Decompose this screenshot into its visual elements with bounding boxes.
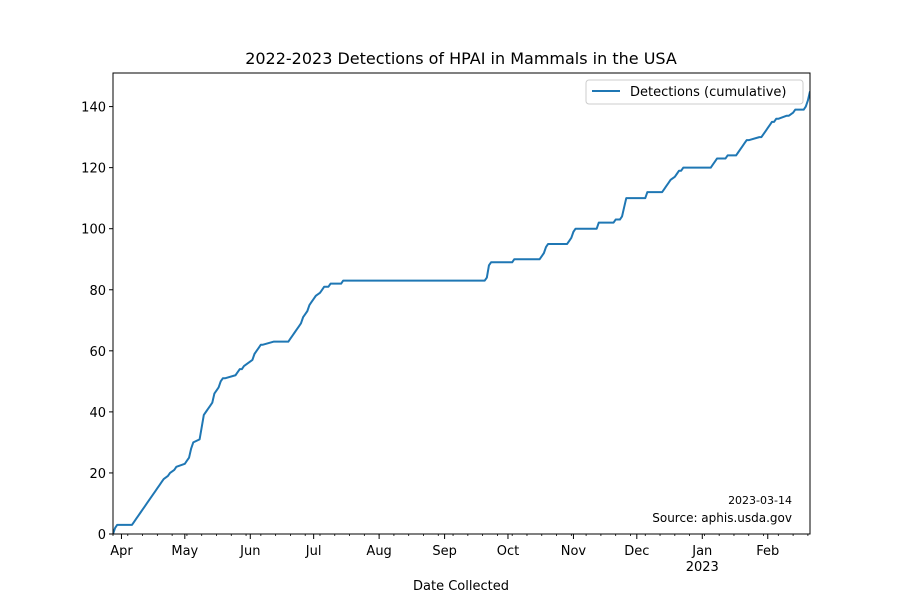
x-tick-label: Dec (624, 544, 649, 559)
y-tick-label: 140 (81, 101, 106, 116)
x-tick-label: May (171, 544, 198, 559)
date-annotation: 2023-03-14 (728, 494, 792, 507)
legend-entry: Detections (cumulative) (630, 85, 786, 100)
x-year-label: 2023 (686, 560, 719, 575)
plot-frame (112, 72, 811, 535)
y-tick-label: 80 (89, 284, 106, 299)
series-layer (113, 91, 810, 534)
plot-area (112, 72, 811, 535)
x-tick-label: Sep (432, 544, 457, 559)
series-line (113, 91, 810, 534)
y-tick-label: 40 (89, 406, 106, 421)
x-tick-label: Apr (110, 544, 133, 559)
y-tick-label: 60 (89, 345, 106, 360)
x-tick-label: Jul (305, 544, 322, 559)
y-tick-label: 0 (98, 528, 106, 543)
x-axis-label: Date Collected (413, 579, 509, 594)
x-tick-label: Jun (239, 544, 260, 559)
source-annotation: Source: aphis.usda.gov (652, 511, 792, 525)
y-tick-label: 100 (81, 223, 106, 238)
y-tick-label: 20 (89, 467, 106, 482)
legend: Detections (cumulative) (585, 79, 804, 105)
x-tick-label: Feb (756, 544, 779, 559)
chart-title: 2022-2023 Detections of HPAI in Mammals … (245, 49, 677, 68)
legend-box (585, 79, 804, 105)
x-axis: Apr May Jun Jul Aug Sep Oct Nov Dec Jan Feb 2023 (110, 534, 809, 575)
y-tick-label: 120 (81, 162, 106, 177)
y-axis: 0 20 40 60 80 100 120 140 (81, 101, 113, 543)
x-tick-label: Oct (497, 544, 519, 559)
x-tick-label: Jan (691, 544, 712, 559)
x-tick-label: Aug (366, 544, 391, 559)
x-tick-label: Nov (561, 544, 587, 559)
